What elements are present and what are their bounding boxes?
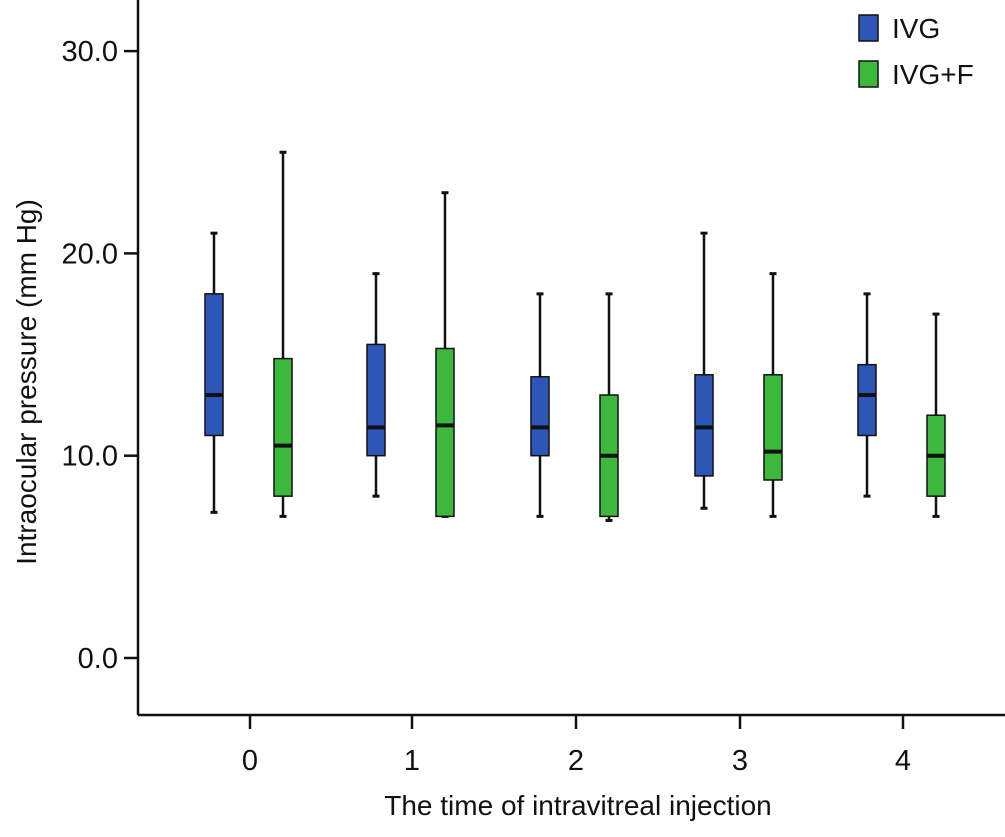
- box-iqr: [273, 357, 293, 497]
- box-group: [273, 150, 293, 518]
- axes: [136, 0, 1005, 717]
- legend-swatch: [858, 14, 879, 42]
- box-group: [857, 292, 877, 498]
- y-tick-label: 0.0: [78, 643, 118, 675]
- box-group: [530, 292, 550, 518]
- box-iqr: [530, 376, 550, 457]
- y-axis-title: Intraocular pressure (mm Hg): [11, 199, 42, 565]
- box-iqr: [857, 363, 877, 437]
- x-ticks: 0 1 2 3 4: [242, 715, 911, 777]
- box-group: [763, 272, 783, 518]
- x-tick-label: 3: [732, 745, 748, 777]
- box-group: [366, 272, 386, 498]
- y-tick-label: 30.0: [62, 36, 118, 68]
- x-tick-label: 4: [895, 745, 911, 777]
- boxes: [204, 150, 946, 522]
- legend-swatch: [858, 60, 879, 88]
- y-tick-label: 10.0: [62, 441, 118, 473]
- x-tick-label: 2: [568, 745, 584, 777]
- box-group: [435, 191, 455, 518]
- box-iqr: [435, 347, 455, 518]
- box-group: [926, 312, 946, 518]
- y-ticks: 0.0 10.0 20.0 30.0: [62, 36, 138, 675]
- box-iqr: [763, 374, 783, 481]
- box-group: [204, 231, 224, 514]
- box-iqr: [366, 343, 386, 457]
- legend-label: IVG+F: [892, 59, 974, 90]
- x-axis-title: The time of intravitreal injection: [384, 790, 772, 821]
- legend: IVG IVG+F: [858, 13, 974, 90]
- box-group: [694, 231, 714, 510]
- y-tick-label: 20.0: [62, 238, 118, 270]
- legend-label: IVG: [892, 13, 940, 44]
- x-tick-label: 0: [242, 745, 258, 777]
- box-group: [599, 292, 619, 522]
- x-tick-label: 1: [404, 745, 420, 777]
- box-iqr: [204, 293, 224, 437]
- box-iqr: [694, 374, 714, 477]
